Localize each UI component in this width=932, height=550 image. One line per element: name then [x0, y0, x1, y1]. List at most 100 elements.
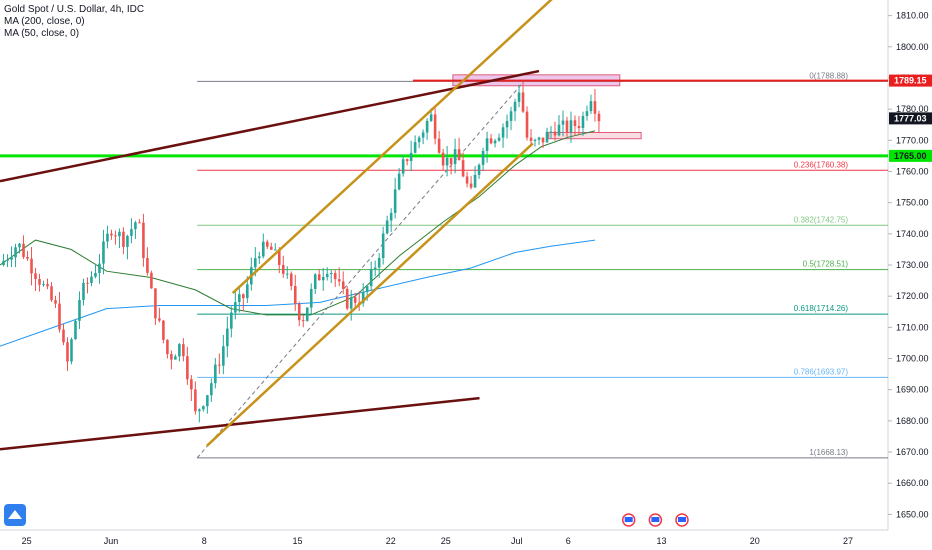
candle-body-120 [481, 150, 485, 165]
candle-body-46 [186, 356, 189, 380]
red-price-label: 1789.15 [894, 76, 927, 86]
x-tick-label-3: 15 [292, 536, 302, 546]
candle-body-7 [30, 258, 33, 274]
candle-body-105 [421, 132, 425, 138]
candle-body-87 [349, 297, 353, 309]
candle-body-36 [146, 258, 149, 273]
candle-body-77 [309, 288, 313, 308]
candle-body-81 [325, 273, 329, 278]
candle-body-44 [178, 344, 181, 357]
candle-body-107 [429, 114, 433, 121]
candle-body-56 [226, 328, 229, 347]
candle-body-130 [521, 92, 525, 112]
candle-body-118 [473, 174, 477, 188]
candle-body-101 [405, 159, 409, 162]
candle-body-61 [246, 284, 249, 299]
candle-body-122 [489, 138, 493, 144]
candle-body-24 [98, 263, 101, 274]
candle-body-149 [597, 113, 601, 122]
candle-body-117 [469, 183, 473, 188]
candle-body-100 [401, 159, 405, 174]
candle-body-141 [565, 120, 569, 133]
y-tick-label-1760: 1760.00 [896, 166, 929, 176]
candle-body-99 [397, 173, 401, 190]
candle-body-133 [533, 139, 537, 141]
candle-body-64 [257, 256, 261, 259]
candle-body-96 [385, 220, 389, 234]
candle-body-22 [90, 276, 93, 283]
candle-body-10 [42, 284, 45, 286]
candle-body-52 [210, 383, 213, 396]
x-tick-label-2: 8 [202, 536, 207, 546]
candle-body-25 [102, 241, 105, 264]
candle-body-27 [110, 233, 113, 236]
candles [2, 81, 601, 423]
ma-line-0 [0, 239, 596, 347]
candle-body-65 [261, 241, 265, 257]
y-tick-label-1730: 1730.00 [896, 260, 929, 270]
candle-body-83 [333, 273, 337, 280]
candle-body-15 [62, 329, 65, 343]
candle-body-42 [170, 354, 173, 360]
fib-trend-dashed [196, 81, 525, 459]
candle-body-0 [2, 260, 5, 265]
candle-body-29 [118, 231, 121, 237]
x-tick-label-1: Jun [104, 536, 119, 546]
y-tick-label-1710: 1710.00 [896, 322, 929, 332]
candle-body-6 [26, 257, 29, 259]
support-zone [548, 132, 642, 140]
candle-body-135 [541, 137, 545, 143]
candle-body-23 [94, 273, 97, 277]
candle-body-66 [265, 241, 269, 247]
candle-body-139 [557, 124, 561, 136]
candle-body-88 [353, 297, 357, 303]
candle-body-39 [158, 318, 161, 321]
candle-body-17 [70, 339, 73, 362]
candle-body-111 [445, 158, 449, 166]
candle-body-40 [162, 320, 165, 340]
fib-label-2: 0.382(1742.75) [794, 215, 849, 224]
candle-body-112 [449, 158, 453, 164]
candle-body-109 [437, 138, 441, 153]
red-price-label-bg [889, 74, 932, 87]
candle-body-95 [381, 233, 385, 258]
fib-label-3: 0.5(1728.51) [803, 260, 849, 269]
candle-body-121 [485, 138, 489, 151]
fib-label-5: 0.786(1693.97) [794, 367, 849, 376]
candle-body-140 [561, 120, 565, 125]
candle-body-32 [130, 229, 133, 236]
candle-body-128 [513, 101, 517, 112]
candle-body-1 [6, 259, 9, 261]
candle-body-59 [238, 294, 241, 303]
current-price-label-bg [889, 112, 932, 125]
candle-body-33 [134, 222, 137, 230]
candle-body-79 [317, 274, 321, 281]
candle-body-55 [222, 346, 225, 366]
candle-body-124 [497, 137, 501, 141]
candle-body-51 [206, 395, 209, 407]
candle-body-11 [46, 284, 49, 287]
candle-body-14 [58, 303, 61, 330]
candle-body-63 [254, 258, 257, 268]
candle-body-116 [465, 176, 469, 184]
y-tick-label-1690: 1690.00 [896, 385, 929, 395]
tradingview-logo-icon [4, 504, 26, 526]
current-price-label: 1777.03 [894, 113, 927, 123]
candle-body-147 [589, 101, 593, 112]
candle-body-80 [321, 277, 325, 281]
candle-body-37 [150, 272, 153, 289]
candle-body-45 [182, 344, 185, 357]
candle-body-103 [413, 142, 417, 153]
candle-body-74 [297, 303, 301, 321]
green-price-label: 1765.00 [894, 151, 927, 161]
candle-body-143 [573, 120, 577, 127]
candle-body-21 [86, 282, 89, 284]
candle-body-72 [289, 273, 293, 287]
candle-body-54 [218, 364, 221, 366]
candle-body-97 [389, 212, 393, 221]
candle-body-34 [138, 222, 141, 224]
x-tick-label-10: 27 [843, 536, 853, 546]
candle-body-138 [553, 131, 557, 136]
y-tick-label-1650: 1650.00 [896, 509, 929, 519]
